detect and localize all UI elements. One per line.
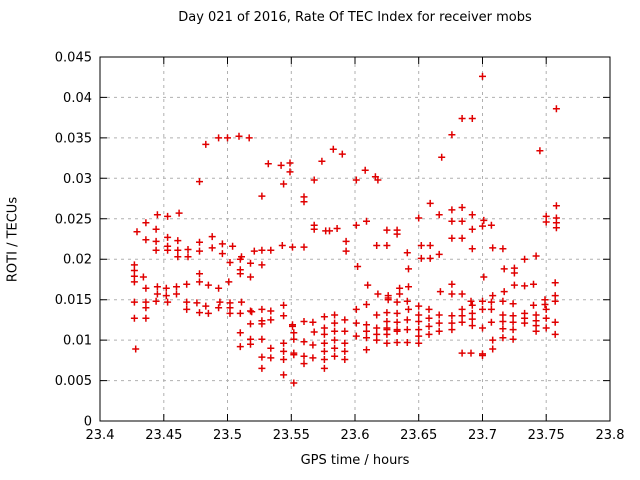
x-tick-label: 23.5 [213, 428, 242, 443]
y-tick-label: 0.02 [63, 253, 92, 268]
y-tick-label: 0.045 [55, 51, 92, 66]
x-tick-label: 23.75 [528, 428, 565, 443]
y-tick-label: 0 [84, 415, 92, 430]
x-tick-label: 23.7 [468, 428, 497, 443]
scatter-points [130, 72, 560, 387]
x-tick-label: 23.65 [400, 428, 437, 443]
y-tick-label: 0.015 [55, 293, 92, 308]
y-tick-label: 0.025 [55, 212, 92, 227]
x-tick-label: 23.8 [596, 428, 625, 443]
y-tick-label: 0.035 [55, 131, 92, 146]
x-tick-label: 23.45 [145, 428, 182, 443]
plot-frame [99, 56, 611, 422]
y-tick-label: 0.005 [55, 374, 92, 389]
chart-title: Day 021 of 2016, Rate Of TEC Index for r… [178, 10, 532, 25]
y-axis-label: ROTI / TECUs [5, 196, 21, 283]
x-tick-label: 23.6 [341, 428, 370, 443]
x-axis-label: GPS time / hours [300, 453, 410, 468]
x-tick-label: 23.4 [86, 428, 115, 443]
gridlines [99, 56, 611, 422]
y-tick-label: 0.03 [63, 172, 92, 187]
y-tick-label: 0.01 [63, 334, 92, 349]
y-tick-label: 0.04 [63, 91, 92, 106]
x-tick-label: 23.55 [273, 428, 310, 443]
